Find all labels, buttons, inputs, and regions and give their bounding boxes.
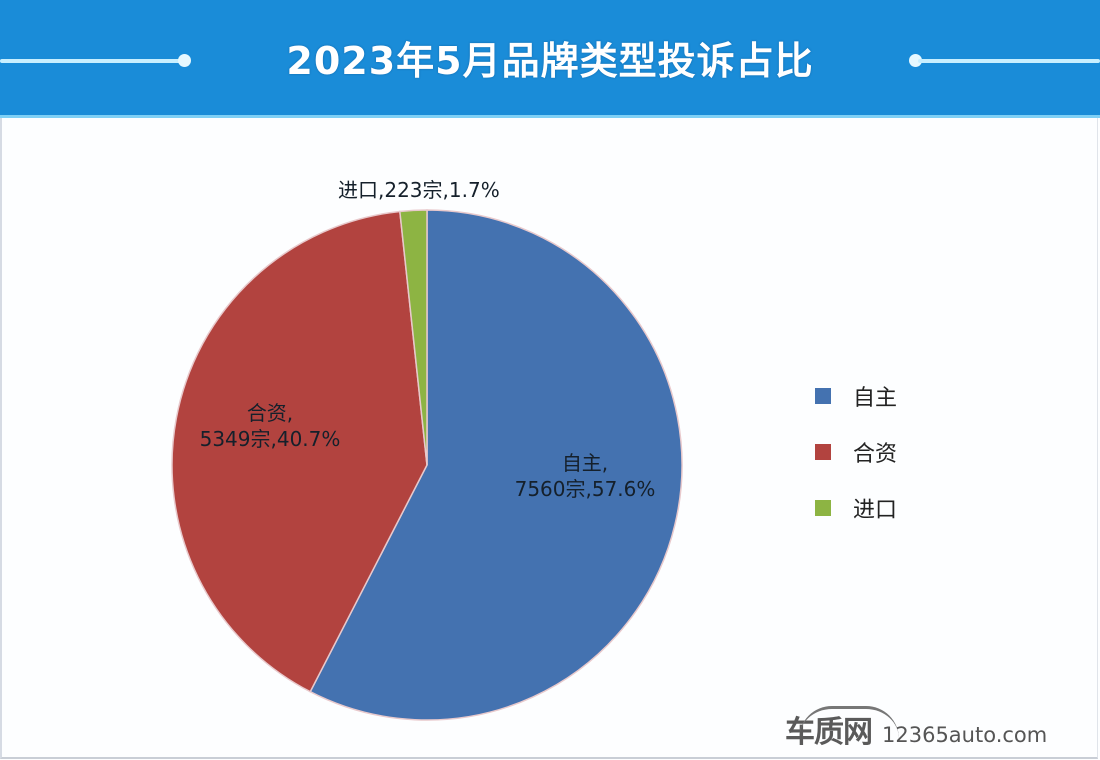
legend-item-jinkou: 进口 <box>815 480 897 536</box>
data-label-hezi: 合资, 5349宗,40.7% <box>185 400 355 452</box>
header-decoration-line-right <box>918 59 1100 63</box>
pie-slice-zizhu <box>309 209 683 721</box>
chart-legend: 自主 合资 进口 <box>815 368 897 536</box>
legend-label-hezi: 合资 <box>853 442 898 467</box>
watermark-logo: 车质网 12365auto.com <box>785 706 1048 748</box>
data-label-jinkou: 进口,223宗,1.7% <box>338 178 500 202</box>
pie-slice-jinkou <box>399 209 428 466</box>
legend-label-zizhu: 自主 <box>853 386 898 411</box>
chart-title: 2023年5月品牌类型投诉占比 <box>286 39 814 83</box>
chart-frame <box>0 118 1098 759</box>
car-logo-icon: 车质网 <box>785 706 899 748</box>
header-decoration-dot-left <box>178 54 191 67</box>
data-label-hezi-value: 5349宗,40.7% <box>199 427 341 451</box>
legend-item-hezi: 合资 <box>815 424 897 480</box>
car-roof-arc-icon <box>799 706 899 739</box>
legend-swatch-hezi <box>815 444 831 460</box>
data-label-zizhu-value: 7560宗,57.6% <box>514 477 656 501</box>
legend-swatch-jinkou <box>815 500 831 516</box>
legend-label-jinkou: 进口 <box>853 498 898 523</box>
watermark-url: 12365auto.com <box>882 723 1048 747</box>
pie-slices <box>171 209 683 721</box>
header-decoration-line-left <box>0 59 182 63</box>
chart-header: 2023年5月品牌类型投诉占比 <box>0 0 1100 118</box>
header-decoration-dot-right <box>909 54 922 67</box>
legend-swatch-zizhu <box>815 388 831 404</box>
data-label-zizhu: 自主, 7560宗,57.6% <box>495 450 675 502</box>
data-label-zizhu-name: 自主, <box>561 451 609 475</box>
pie-slice-hezi <box>171 210 428 693</box>
data-label-hezi-name: 合资, <box>246 401 294 425</box>
legend-item-zizhu: 自主 <box>815 368 897 424</box>
